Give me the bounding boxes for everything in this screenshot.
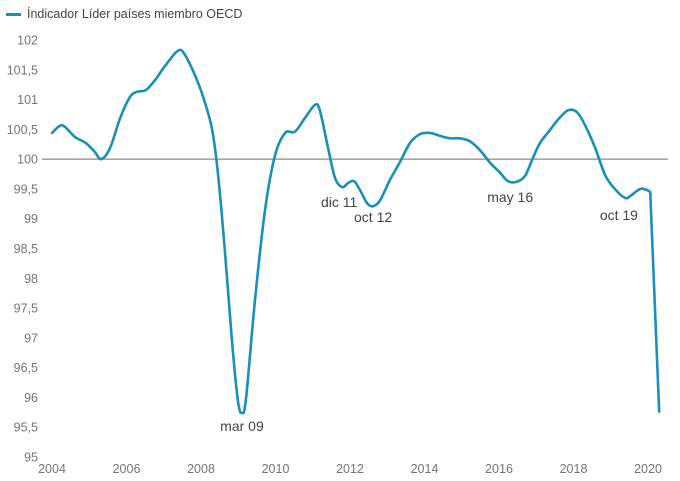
x-tick-label: 2004 (38, 462, 66, 476)
x-tick-label: 2006 (113, 462, 141, 476)
y-tick-label: 96,5 (14, 361, 38, 375)
annotation-label: dic 11 (321, 194, 358, 210)
x-tick-label: 2010 (262, 462, 290, 476)
x-tick-label: 2008 (187, 462, 215, 476)
y-tick-label: 100,5 (7, 123, 38, 137)
y-tick-label: 101,5 (7, 63, 38, 77)
annotation-label: oct 12 (354, 209, 392, 225)
series-line-oecd (50, 48, 661, 415)
x-tick-label: 2018 (560, 462, 588, 476)
annotation-label: mar 09 (220, 418, 264, 434)
annotation-label: may 16 (487, 189, 533, 205)
y-tick-label: 99 (24, 212, 38, 226)
y-tick-label: 98 (24, 272, 38, 286)
y-tick-label: 96 (24, 391, 38, 405)
x-tick-label: 2020 (634, 462, 662, 476)
y-tick-label: 102 (17, 34, 38, 48)
legend: Índicador Líder países miembro OECD (6, 7, 242, 21)
legend-label: Índicador Líder países miembro OECD (27, 7, 243, 21)
y-tick-label: 99,5 (14, 182, 38, 196)
x-tick-label: 2016 (485, 462, 513, 476)
y-tick-label: 98,5 (14, 242, 38, 256)
y-tick-label: 101 (17, 93, 38, 107)
y-tick-label: 95,5 (14, 421, 38, 435)
annotation-label: oct 19 (600, 207, 638, 223)
y-tick-label: 100 (17, 153, 38, 167)
y-tick-label: 95 (24, 450, 38, 464)
x-tick-label: 2014 (411, 462, 439, 476)
y-tick-label: 97,5 (14, 302, 38, 316)
y-tick-label: 97 (24, 331, 38, 345)
legend-swatch (6, 12, 21, 16)
x-tick-label: 2012 (336, 462, 364, 476)
